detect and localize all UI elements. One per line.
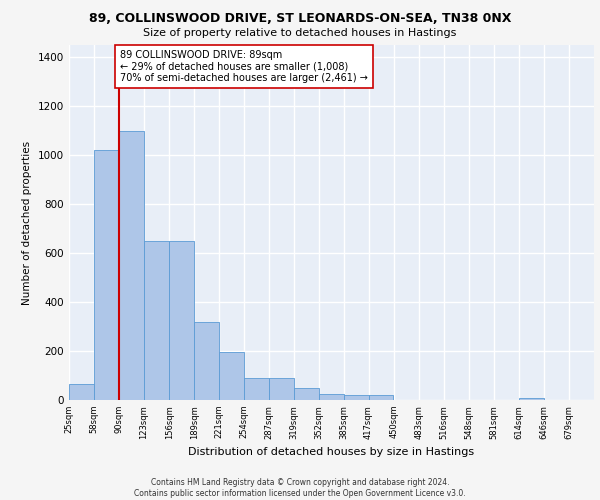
Bar — [169, 241, 194, 400]
Bar — [94, 150, 119, 400]
Bar — [119, 130, 143, 400]
Bar — [269, 378, 294, 400]
Bar — [344, 395, 369, 400]
Y-axis label: Number of detached properties: Number of detached properties — [22, 140, 32, 304]
X-axis label: Distribution of detached houses by size in Hastings: Distribution of detached houses by size … — [188, 447, 475, 457]
Bar — [194, 322, 219, 400]
Bar — [519, 398, 544, 400]
Bar — [144, 241, 169, 400]
Text: 89, COLLINSWOOD DRIVE, ST LEONARDS-ON-SEA, TN38 0NX: 89, COLLINSWOOD DRIVE, ST LEONARDS-ON-SE… — [89, 12, 511, 26]
Bar — [368, 395, 394, 400]
Text: Size of property relative to detached houses in Hastings: Size of property relative to detached ho… — [143, 28, 457, 38]
Bar — [244, 378, 269, 400]
Bar — [319, 394, 344, 400]
Bar — [293, 388, 319, 400]
Text: 89 COLLINSWOOD DRIVE: 89sqm
← 29% of detached houses are smaller (1,008)
70% of : 89 COLLINSWOOD DRIVE: 89sqm ← 29% of det… — [120, 50, 368, 83]
Bar — [219, 352, 244, 400]
Bar — [69, 384, 94, 400]
Text: Contains HM Land Registry data © Crown copyright and database right 2024.
Contai: Contains HM Land Registry data © Crown c… — [134, 478, 466, 498]
